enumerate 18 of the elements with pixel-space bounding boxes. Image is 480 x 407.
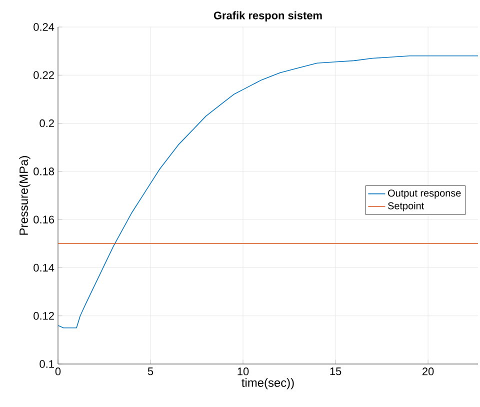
x-tick-label: 10 (238, 368, 249, 376)
legend-label: Setpoint (388, 202, 424, 212)
y-tick-label: 0.18 (34, 168, 54, 176)
y-tick-label: 0.14 (34, 264, 54, 272)
y-tick-label: 0.12 (34, 312, 54, 320)
y-axis-title: Pressure(MPa) (19, 156, 30, 235)
y-tick-label: 0.16 (34, 216, 54, 224)
x-tick-label: 0 (55, 368, 61, 376)
x-tick-label: 5 (148, 368, 154, 376)
x-tick-label: 15 (330, 368, 342, 376)
legend-label: Output response (388, 190, 461, 199)
y-tick-label: 0.1 (40, 360, 54, 368)
y-tick-label: 0.2 (40, 119, 54, 128)
x-tick-label: 20 (422, 368, 434, 376)
y-tick-label: 0.22 (34, 71, 54, 80)
y-tick-label: 0.24 (34, 23, 54, 31)
x-axis-title: time(sec)) (242, 378, 294, 390)
chart-title: Grafik respon sistem (214, 11, 322, 22)
